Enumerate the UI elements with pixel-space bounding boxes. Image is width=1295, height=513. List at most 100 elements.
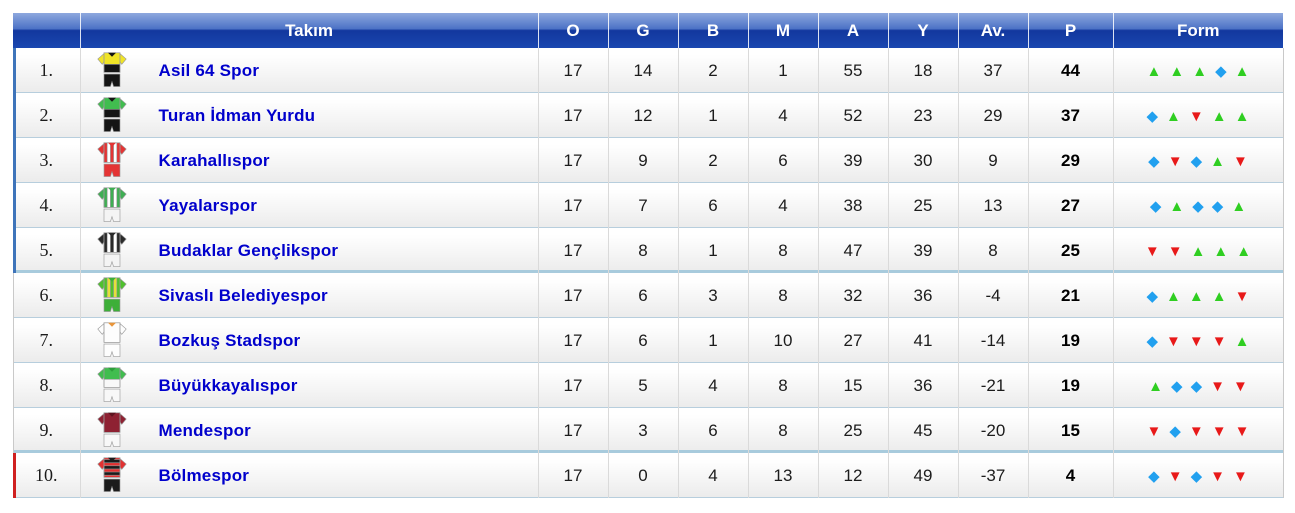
column-header-team: Takım xyxy=(80,13,539,48)
team-jersey-icon xyxy=(96,186,128,226)
team-link[interactable]: Büyükkayalıspor xyxy=(158,375,298,395)
stat-cell-a: 32 xyxy=(818,273,889,318)
stat-cell-a: 47 xyxy=(818,228,889,273)
table-row: 1. Asil 64 Spor 17 14 2 1 55 18 37 44 ▲ ▲ ▲ ◆ ▲ xyxy=(13,48,1284,93)
team-jersey-icon xyxy=(96,456,128,496)
stat-cell-a: 25 xyxy=(818,408,889,453)
form-loss-icon: ▼ xyxy=(1167,467,1183,485)
team-cell: Bozkuş Stadspor xyxy=(80,318,539,363)
form-win-icon: ▲ xyxy=(1234,107,1250,125)
stat-cell-o: 17 xyxy=(538,408,609,453)
stat-cell-m: 13 xyxy=(748,453,819,498)
stat-cell-av: 9 xyxy=(958,138,1029,183)
stat-cell-y: 30 xyxy=(888,138,959,183)
stat-cell-av: -37 xyxy=(958,453,1029,498)
points-cell: 27 xyxy=(1028,183,1114,228)
stat-cell-a: 39 xyxy=(818,138,889,183)
team-link[interactable]: Bölmespor xyxy=(158,465,250,485)
stat-cell-av: 37 xyxy=(958,48,1029,93)
stat-cell-o: 17 xyxy=(538,138,609,183)
form-win-icon: ▲ xyxy=(1146,62,1162,80)
team-link[interactable]: Karahallıspor xyxy=(158,150,270,170)
team-jersey-icon xyxy=(96,411,128,451)
stat-cell-b: 3 xyxy=(678,273,749,318)
column-header-m: M xyxy=(748,13,819,48)
team-link[interactable]: Budaklar Gençlikspor xyxy=(158,240,339,260)
stat-cell-av: -20 xyxy=(958,408,1029,453)
stat-cell-av: 29 xyxy=(958,93,1029,138)
form-cell: ▲ ▲ ▲ ◆ ▲ xyxy=(1113,48,1284,93)
team-jersey-icon xyxy=(96,366,128,406)
stat-cell-g: 5 xyxy=(608,363,679,408)
rank-cell: 7. xyxy=(13,318,81,363)
form-loss-icon: ▼ xyxy=(1167,242,1183,260)
team-link[interactable]: Mendespor xyxy=(158,420,251,440)
stat-cell-m: 4 xyxy=(748,183,819,228)
form-loss-icon: ▼ xyxy=(1232,377,1248,395)
form-loss-icon: ▼ xyxy=(1167,152,1183,170)
points-cell: 37 xyxy=(1028,93,1114,138)
stat-cell-g: 6 xyxy=(608,318,679,363)
stat-cell-m: 8 xyxy=(748,273,819,318)
stat-cell-o: 17 xyxy=(538,273,609,318)
stat-cell-b: 1 xyxy=(678,93,749,138)
team-jersey-icon xyxy=(96,141,128,181)
form-draw-icon: ◆ xyxy=(1169,423,1181,441)
rank-cell: 6. xyxy=(13,273,81,318)
form-cell: ◆ ▲ ◆ ◆ ▲ xyxy=(1113,183,1284,228)
form-loss-icon: ▼ xyxy=(1211,422,1227,440)
team-link[interactable]: Bozkuş Stadspor xyxy=(158,330,301,350)
team-link[interactable]: Turan İdman Yurdu xyxy=(158,105,316,125)
stat-cell-a: 55 xyxy=(818,48,889,93)
table-row: 3. Karahallıspor 17 9 2 6 39 30 9 29 ◆ ▼ ◆ ▲ ▼ xyxy=(13,138,1284,183)
form-loss-icon: ▼ xyxy=(1146,422,1162,440)
stat-cell-g: 6 xyxy=(608,273,679,318)
form-win-icon: ▲ xyxy=(1231,197,1247,215)
rank-cell: 2. xyxy=(13,93,81,138)
table-row: 6. Sivaslı Belediyespor 17 6 3 8 32 36 -4 21 ◆ ▲ ▲ ▲… xyxy=(13,273,1284,318)
points-cell: 21 xyxy=(1028,273,1114,318)
form-draw-icon: ◆ xyxy=(1190,468,1203,486)
rank-cell: 9. xyxy=(13,408,81,453)
column-header-y: Y xyxy=(888,13,959,48)
team-cell: Turan İdman Yurdu xyxy=(80,93,539,138)
form-draw-icon: ◆ xyxy=(1171,378,1183,396)
stat-cell-y: 18 xyxy=(888,48,959,93)
form-win-icon: ▲ xyxy=(1211,287,1227,305)
form-win-icon: ▲ xyxy=(1213,242,1229,260)
form-cell: ◆ ▲ ▼ ▲ ▲ xyxy=(1113,93,1284,138)
stat-cell-b: 4 xyxy=(678,363,749,408)
team-cell: Asil 64 Spor xyxy=(80,48,539,93)
form-cell: ▲ ◆ ◆ ▼ ▼ xyxy=(1113,363,1284,408)
team-link[interactable]: Yayalarspor xyxy=(158,195,258,215)
stat-cell-a: 27 xyxy=(818,318,889,363)
stat-cell-av: 8 xyxy=(958,228,1029,273)
table-header: Takım O G B M A Y Av. P Form xyxy=(13,13,1283,48)
form-cell: ◆ ▼ ▼ ▼ ▲ xyxy=(1113,318,1284,363)
rank-cell: 8. xyxy=(13,363,81,408)
stat-cell-b: 4 xyxy=(678,453,749,498)
stat-cell-m: 1 xyxy=(748,48,819,93)
stat-cell-g: 12 xyxy=(608,93,679,138)
stat-cell-av: -4 xyxy=(958,273,1029,318)
column-header-o: O xyxy=(538,13,609,48)
stat-cell-o: 17 xyxy=(538,363,609,408)
stat-cell-y: 49 xyxy=(888,453,959,498)
column-header-a: A xyxy=(818,13,889,48)
team-cell: Budaklar Gençlikspor xyxy=(80,228,539,273)
stat-cell-y: 23 xyxy=(888,93,959,138)
form-win-icon: ▲ xyxy=(1188,287,1204,305)
form-loss-icon: ▼ xyxy=(1188,422,1204,440)
form-loss-icon: ▼ xyxy=(1232,467,1248,485)
stat-cell-av: -21 xyxy=(958,363,1029,408)
stat-cell-o: 17 xyxy=(538,453,609,498)
column-header-rank xyxy=(13,13,81,48)
stat-cell-b: 1 xyxy=(678,228,749,273)
stat-cell-y: 45 xyxy=(888,408,959,453)
table-row: 4. Yayalarspor 17 7 6 4 38 25 13 27 ◆ ▲ ◆ ◆ ▲ xyxy=(13,183,1284,228)
team-jersey-icon xyxy=(96,276,128,316)
team-link[interactable]: Sivaslı Belediyespor xyxy=(158,285,328,305)
stat-cell-b: 2 xyxy=(678,138,749,183)
team-link[interactable]: Asil 64 Spor xyxy=(158,60,260,80)
form-win-icon: ▲ xyxy=(1192,62,1208,80)
